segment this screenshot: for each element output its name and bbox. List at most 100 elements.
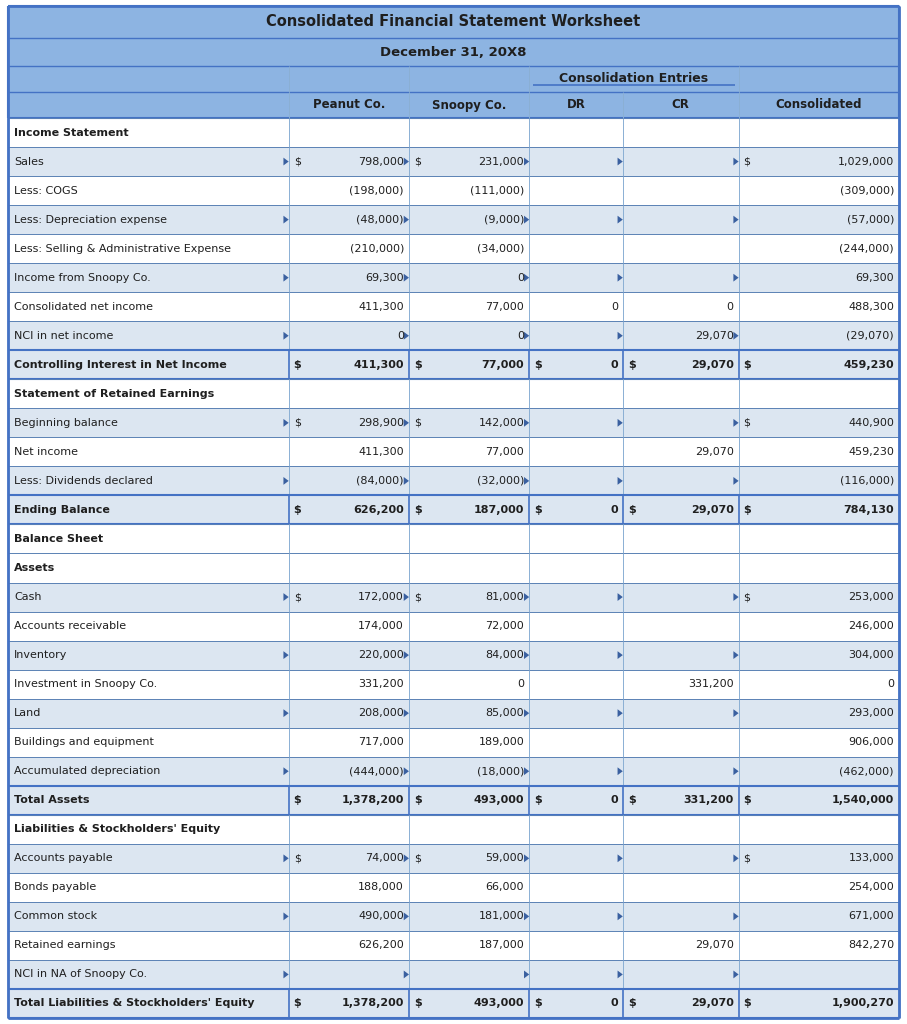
Polygon shape xyxy=(404,971,409,978)
Text: $: $ xyxy=(294,505,301,515)
Text: $: $ xyxy=(744,359,751,370)
Text: CR: CR xyxy=(672,98,689,112)
Text: $: $ xyxy=(414,418,421,428)
Bar xyxy=(8,931,899,959)
Polygon shape xyxy=(524,216,530,223)
Text: Liabilities & Stockholders' Equity: Liabilities & Stockholders' Equity xyxy=(14,824,220,835)
Text: 493,000: 493,000 xyxy=(473,796,524,805)
Text: $: $ xyxy=(534,359,542,370)
Polygon shape xyxy=(618,651,623,659)
Text: 411,300: 411,300 xyxy=(354,359,404,370)
Polygon shape xyxy=(618,158,623,166)
Text: Statement of Retained Earnings: Statement of Retained Earnings xyxy=(14,389,214,398)
Text: $: $ xyxy=(628,796,636,805)
Text: 1,378,200: 1,378,200 xyxy=(342,796,404,805)
Text: Income from Snoopy Co.: Income from Snoopy Co. xyxy=(14,272,151,283)
Text: 906,000: 906,000 xyxy=(848,737,894,748)
Text: Beginning balance: Beginning balance xyxy=(14,418,118,428)
Bar xyxy=(8,263,899,292)
Text: 142,000: 142,000 xyxy=(479,418,524,428)
Polygon shape xyxy=(284,158,288,166)
Text: $: $ xyxy=(744,418,751,428)
Bar xyxy=(8,92,899,118)
Bar xyxy=(8,234,899,263)
Polygon shape xyxy=(404,419,409,427)
Text: Consolidated: Consolidated xyxy=(775,98,862,112)
Text: 59,000: 59,000 xyxy=(485,853,524,863)
Text: 798,000: 798,000 xyxy=(358,157,404,167)
Text: 84,000: 84,000 xyxy=(485,650,524,660)
Polygon shape xyxy=(618,273,623,282)
Polygon shape xyxy=(284,767,288,775)
Polygon shape xyxy=(734,158,738,166)
Text: Balance Sheet: Balance Sheet xyxy=(14,534,103,544)
Text: 29,070: 29,070 xyxy=(691,998,734,1009)
Text: 0: 0 xyxy=(610,505,618,515)
Text: Controlling Interest in Net Income: Controlling Interest in Net Income xyxy=(14,359,227,370)
Text: Buildings and equipment: Buildings and equipment xyxy=(14,737,154,748)
Text: 29,070: 29,070 xyxy=(695,331,734,341)
Bar xyxy=(8,959,899,989)
Bar xyxy=(8,989,899,1018)
Text: $: $ xyxy=(744,796,751,805)
Text: December 31, 20X8: December 31, 20X8 xyxy=(380,45,527,58)
Bar xyxy=(8,66,899,92)
Text: (111,000): (111,000) xyxy=(470,185,524,196)
Bar xyxy=(8,524,899,554)
Text: NCI in NA of Snoopy Co.: NCI in NA of Snoopy Co. xyxy=(14,970,147,979)
Text: (244,000): (244,000) xyxy=(839,244,894,254)
Text: 172,000: 172,000 xyxy=(358,592,404,602)
Polygon shape xyxy=(618,477,623,484)
Bar xyxy=(8,670,899,698)
Text: Cash: Cash xyxy=(14,592,42,602)
Polygon shape xyxy=(618,854,623,862)
Text: (116,000): (116,000) xyxy=(840,476,894,486)
Polygon shape xyxy=(734,971,738,978)
Polygon shape xyxy=(734,273,738,282)
Bar xyxy=(8,872,899,902)
Polygon shape xyxy=(618,710,623,717)
Text: 490,000: 490,000 xyxy=(358,911,404,922)
Text: 717,000: 717,000 xyxy=(358,737,404,748)
Text: Peanut Co.: Peanut Co. xyxy=(313,98,385,112)
Polygon shape xyxy=(524,912,530,921)
Text: Inventory: Inventory xyxy=(14,650,67,660)
Text: $: $ xyxy=(414,157,421,167)
Text: Consolidation Entries: Consolidation Entries xyxy=(560,73,708,85)
Polygon shape xyxy=(284,710,288,717)
Text: $: $ xyxy=(534,796,542,805)
Polygon shape xyxy=(734,912,738,921)
Text: 69,300: 69,300 xyxy=(855,272,894,283)
Polygon shape xyxy=(404,158,409,166)
Text: $: $ xyxy=(414,592,421,602)
Bar xyxy=(8,147,899,176)
Text: (18,000): (18,000) xyxy=(477,766,524,776)
Polygon shape xyxy=(404,651,409,659)
Text: Snoopy Co.: Snoopy Co. xyxy=(432,98,506,112)
Polygon shape xyxy=(618,332,623,340)
Bar xyxy=(8,379,899,409)
Text: $: $ xyxy=(414,796,422,805)
Text: 133,000: 133,000 xyxy=(849,853,894,863)
Text: (462,000): (462,000) xyxy=(840,766,894,776)
Text: 784,130: 784,130 xyxy=(844,505,894,515)
Polygon shape xyxy=(404,477,409,484)
Polygon shape xyxy=(524,767,530,775)
Text: 493,000: 493,000 xyxy=(473,998,524,1009)
Polygon shape xyxy=(618,593,623,601)
Text: 181,000: 181,000 xyxy=(479,911,524,922)
Text: Land: Land xyxy=(14,709,42,718)
Bar xyxy=(8,38,899,66)
Text: 0: 0 xyxy=(610,359,618,370)
Text: 187,000: 187,000 xyxy=(473,505,524,515)
Text: (444,000): (444,000) xyxy=(349,766,404,776)
Bar xyxy=(8,292,899,322)
Text: Less: Dividends declared: Less: Dividends declared xyxy=(14,476,153,486)
Polygon shape xyxy=(404,273,409,282)
Text: 1,540,000: 1,540,000 xyxy=(832,796,894,805)
Text: 626,200: 626,200 xyxy=(358,940,404,950)
Text: Income Statement: Income Statement xyxy=(14,128,129,137)
Text: (210,000): (210,000) xyxy=(349,244,404,254)
Text: 842,270: 842,270 xyxy=(848,940,894,950)
Polygon shape xyxy=(284,971,288,978)
